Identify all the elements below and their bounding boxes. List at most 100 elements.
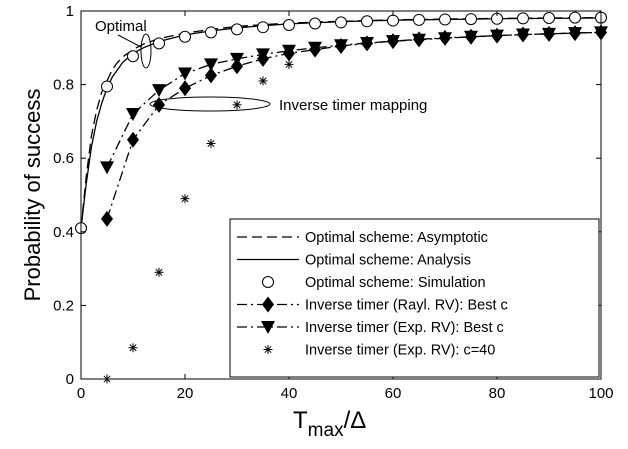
y-tick-label-2: 0.4 (53, 224, 74, 241)
data-point-4-4 (204, 58, 218, 72)
data-point-5-2-stroke (155, 268, 163, 276)
data-point-2-13 (413, 13, 425, 26)
series-4 (100, 26, 608, 175)
data-point-2-19 (569, 11, 581, 24)
legend-items: Optimal scheme: Asymptotic Optimal scheme… (237, 230, 508, 359)
data-point-4-5 (230, 52, 244, 66)
legend-item-4: Inverse timer (Exp. RV): Best c (237, 320, 504, 336)
y-tick-label-5: 1 (66, 3, 74, 20)
data-point-4-12 (412, 33, 426, 47)
legend-label-3: Inverse timer (Rayl. RV): Best c (305, 298, 508, 314)
data-point-5-1-stroke (129, 344, 137, 352)
plot-frame (80, 10, 602, 380)
data-point-5-7-stroke (285, 60, 293, 68)
data-point-5-6-stroke (259, 77, 267, 85)
y-tick-label-3: 0.6 (53, 150, 74, 167)
data-point-3-0 (101, 210, 113, 227)
x-tick-label-3: 60 (385, 385, 402, 402)
data-point-5-6 (258, 76, 268, 86)
data-point-2-17 (517, 12, 529, 25)
data-point-2-12 (387, 14, 399, 27)
ticks-layer: 0 20 40 60 80 100 0 0.2 0.4 0.6 0.8 1 (53, 3, 613, 402)
legend-box (229, 218, 600, 378)
y-tick-label-4: 0.8 (53, 77, 74, 94)
data-point-4-14 (464, 30, 478, 44)
x-tick-label-5: 100 (588, 385, 613, 402)
legend-item-5: Inverse timer (Exp. RV): c=40 (263, 343, 495, 359)
data-point-3-3 (179, 80, 191, 97)
data-point-5-4-stroke (207, 139, 215, 148)
data-point-5-5 (232, 100, 242, 110)
annotation-optimal-pointer (117, 34, 142, 48)
x-axis-label-sub: max (308, 420, 344, 441)
x-axis-label-main: T (293, 407, 308, 434)
legend-marker-5-stroke (264, 345, 272, 354)
legend-item-0: Optimal scheme: Asymptotic (237, 230, 488, 246)
series-layer (75, 11, 608, 384)
data-point-2-6 (231, 23, 243, 36)
data-point-4-0 (100, 161, 114, 175)
series-1 (80, 17, 602, 229)
data-point-5-5-stroke (233, 101, 241, 109)
series-line-0 (80, 16, 602, 229)
series-line-1 (80, 17, 602, 229)
data-point-5-1 (128, 343, 138, 353)
x-tick-label-4: 80 (489, 385, 506, 402)
data-point-2-8 (283, 18, 295, 31)
series-line-4 (106, 31, 602, 168)
series-2 (75, 11, 607, 235)
data-point-2-18 (543, 11, 555, 24)
legend-item-3: Inverse timer (Rayl. RV): Best c (237, 296, 508, 314)
data-point-2-7 (257, 21, 269, 34)
legend-label-0: Optimal scheme: Asymptotic (305, 230, 488, 246)
legend-label-1: Optimal scheme: Analysis (305, 253, 471, 269)
data-point-5-3-stroke (181, 195, 189, 203)
data-point-2-11 (361, 15, 373, 28)
data-point-4-3 (178, 67, 192, 81)
data-point-3-5 (231, 58, 243, 75)
data-point-4-1 (126, 108, 140, 122)
data-point-5-3 (180, 194, 190, 204)
data-point-4-6 (256, 48, 270, 62)
x-tick-label-1: 20 (177, 385, 194, 402)
x-tick-label-0: 0 (77, 385, 85, 402)
legend-item-1: Optimal scheme: Analysis (237, 253, 471, 269)
data-point-4-11 (386, 35, 400, 49)
x-tick-label-2: 40 (281, 385, 298, 402)
data-point-4-7 (282, 44, 296, 58)
data-point-4-18 (568, 27, 582, 41)
data-point-4-16 (516, 28, 530, 42)
data-point-4-17 (542, 27, 556, 41)
legend-label-2: Optimal scheme: Simulation (305, 275, 486, 291)
data-point-2-15 (465, 13, 477, 26)
x-axis-label-tail: /Δ (344, 407, 367, 434)
data-point-2-5 (205, 26, 217, 39)
legend-marker-3 (262, 296, 274, 313)
y-tick-label-0: 0 (66, 371, 74, 388)
data-point-4-15 (490, 29, 504, 43)
series-5 (102, 59, 294, 384)
legend-marker-4 (261, 321, 275, 334)
data-point-5-4 (206, 138, 216, 148)
y-tick-label-1: 0.2 (53, 297, 74, 314)
data-point-2-4 (179, 30, 191, 43)
data-point-2-9 (309, 17, 321, 30)
annotation-inverse-timer: Inverse timer mapping (279, 97, 427, 114)
data-point-3-1 (127, 131, 139, 148)
data-point-2-10 (335, 16, 347, 29)
data-point-4-13 (438, 32, 452, 46)
legend-label-5: Inverse timer (Exp. RV): c=40 (305, 343, 495, 359)
legend: Optimal scheme: Asymptotic Optimal scheme… (229, 218, 600, 378)
data-point-5-7 (284, 59, 294, 69)
legend-marker-5 (263, 345, 273, 354)
data-point-2-14 (439, 13, 451, 26)
legend-marker-2 (262, 276, 274, 288)
data-point-4-2 (152, 84, 166, 98)
data-point-2-3 (153, 37, 165, 50)
data-point-4-8 (308, 41, 322, 55)
data-point-4-10 (360, 37, 374, 51)
annotation-optimal: Optimal (95, 18, 147, 35)
x-axis-label: Tmax/Δ (293, 407, 366, 441)
annotation-optimal-ellipse (140, 33, 152, 69)
